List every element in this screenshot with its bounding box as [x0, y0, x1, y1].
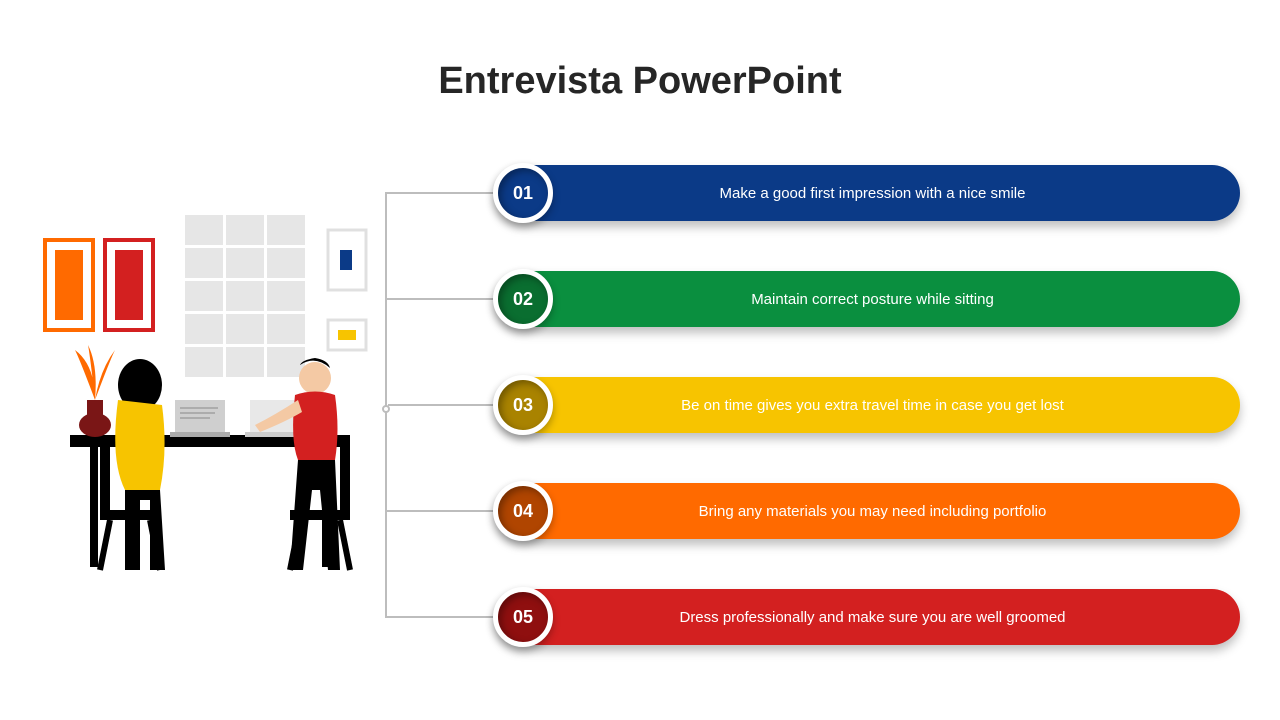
interview-illustration: [40, 200, 380, 600]
connector-h-4: [385, 510, 495, 512]
list-item-2: 02 Maintain correct posture while sittin…: [495, 271, 1240, 327]
badge-3: 03: [493, 375, 553, 435]
connector-h-2: [385, 298, 495, 300]
badge-5: 05: [493, 587, 553, 647]
item-text-5: Dress professionally and make sure you a…: [495, 609, 1240, 626]
badge-2: 02: [493, 269, 553, 329]
list-item-3: 03 Be on time gives you extra travel tim…: [495, 377, 1240, 433]
badge-num-3: 03: [513, 395, 533, 416]
connector-h-3: [388, 404, 495, 406]
connector-h-5: [385, 616, 495, 618]
connector-vertical: [385, 192, 387, 616]
list-item-5: 05 Dress professionally and make sure yo…: [495, 589, 1240, 645]
badge-4: 04: [493, 481, 553, 541]
list-item-1: 01 Make a good first impression with a n…: [495, 165, 1240, 221]
badge-num-1: 01: [513, 183, 533, 204]
badge-num-2: 02: [513, 289, 533, 310]
item-text-2: Maintain correct posture while sitting: [495, 291, 1240, 308]
badge-num-4: 04: [513, 501, 533, 522]
list-item-4: 04 Bring any materials you may need incl…: [495, 483, 1240, 539]
connector-h-1: [385, 192, 495, 194]
connector-root-dot: [382, 405, 390, 413]
item-text-1: Make a good first impression with a nice…: [495, 185, 1240, 202]
item-text-3: Be on time gives you extra travel time i…: [495, 397, 1240, 414]
badge-1: 01: [493, 163, 553, 223]
tips-list: 01 Make a good first impression with a n…: [495, 165, 1240, 695]
page-title: Entrevista PowerPoint: [0, 60, 1280, 103]
badge-num-5: 05: [513, 607, 533, 628]
item-text-4: Bring any materials you may need includi…: [495, 503, 1240, 520]
